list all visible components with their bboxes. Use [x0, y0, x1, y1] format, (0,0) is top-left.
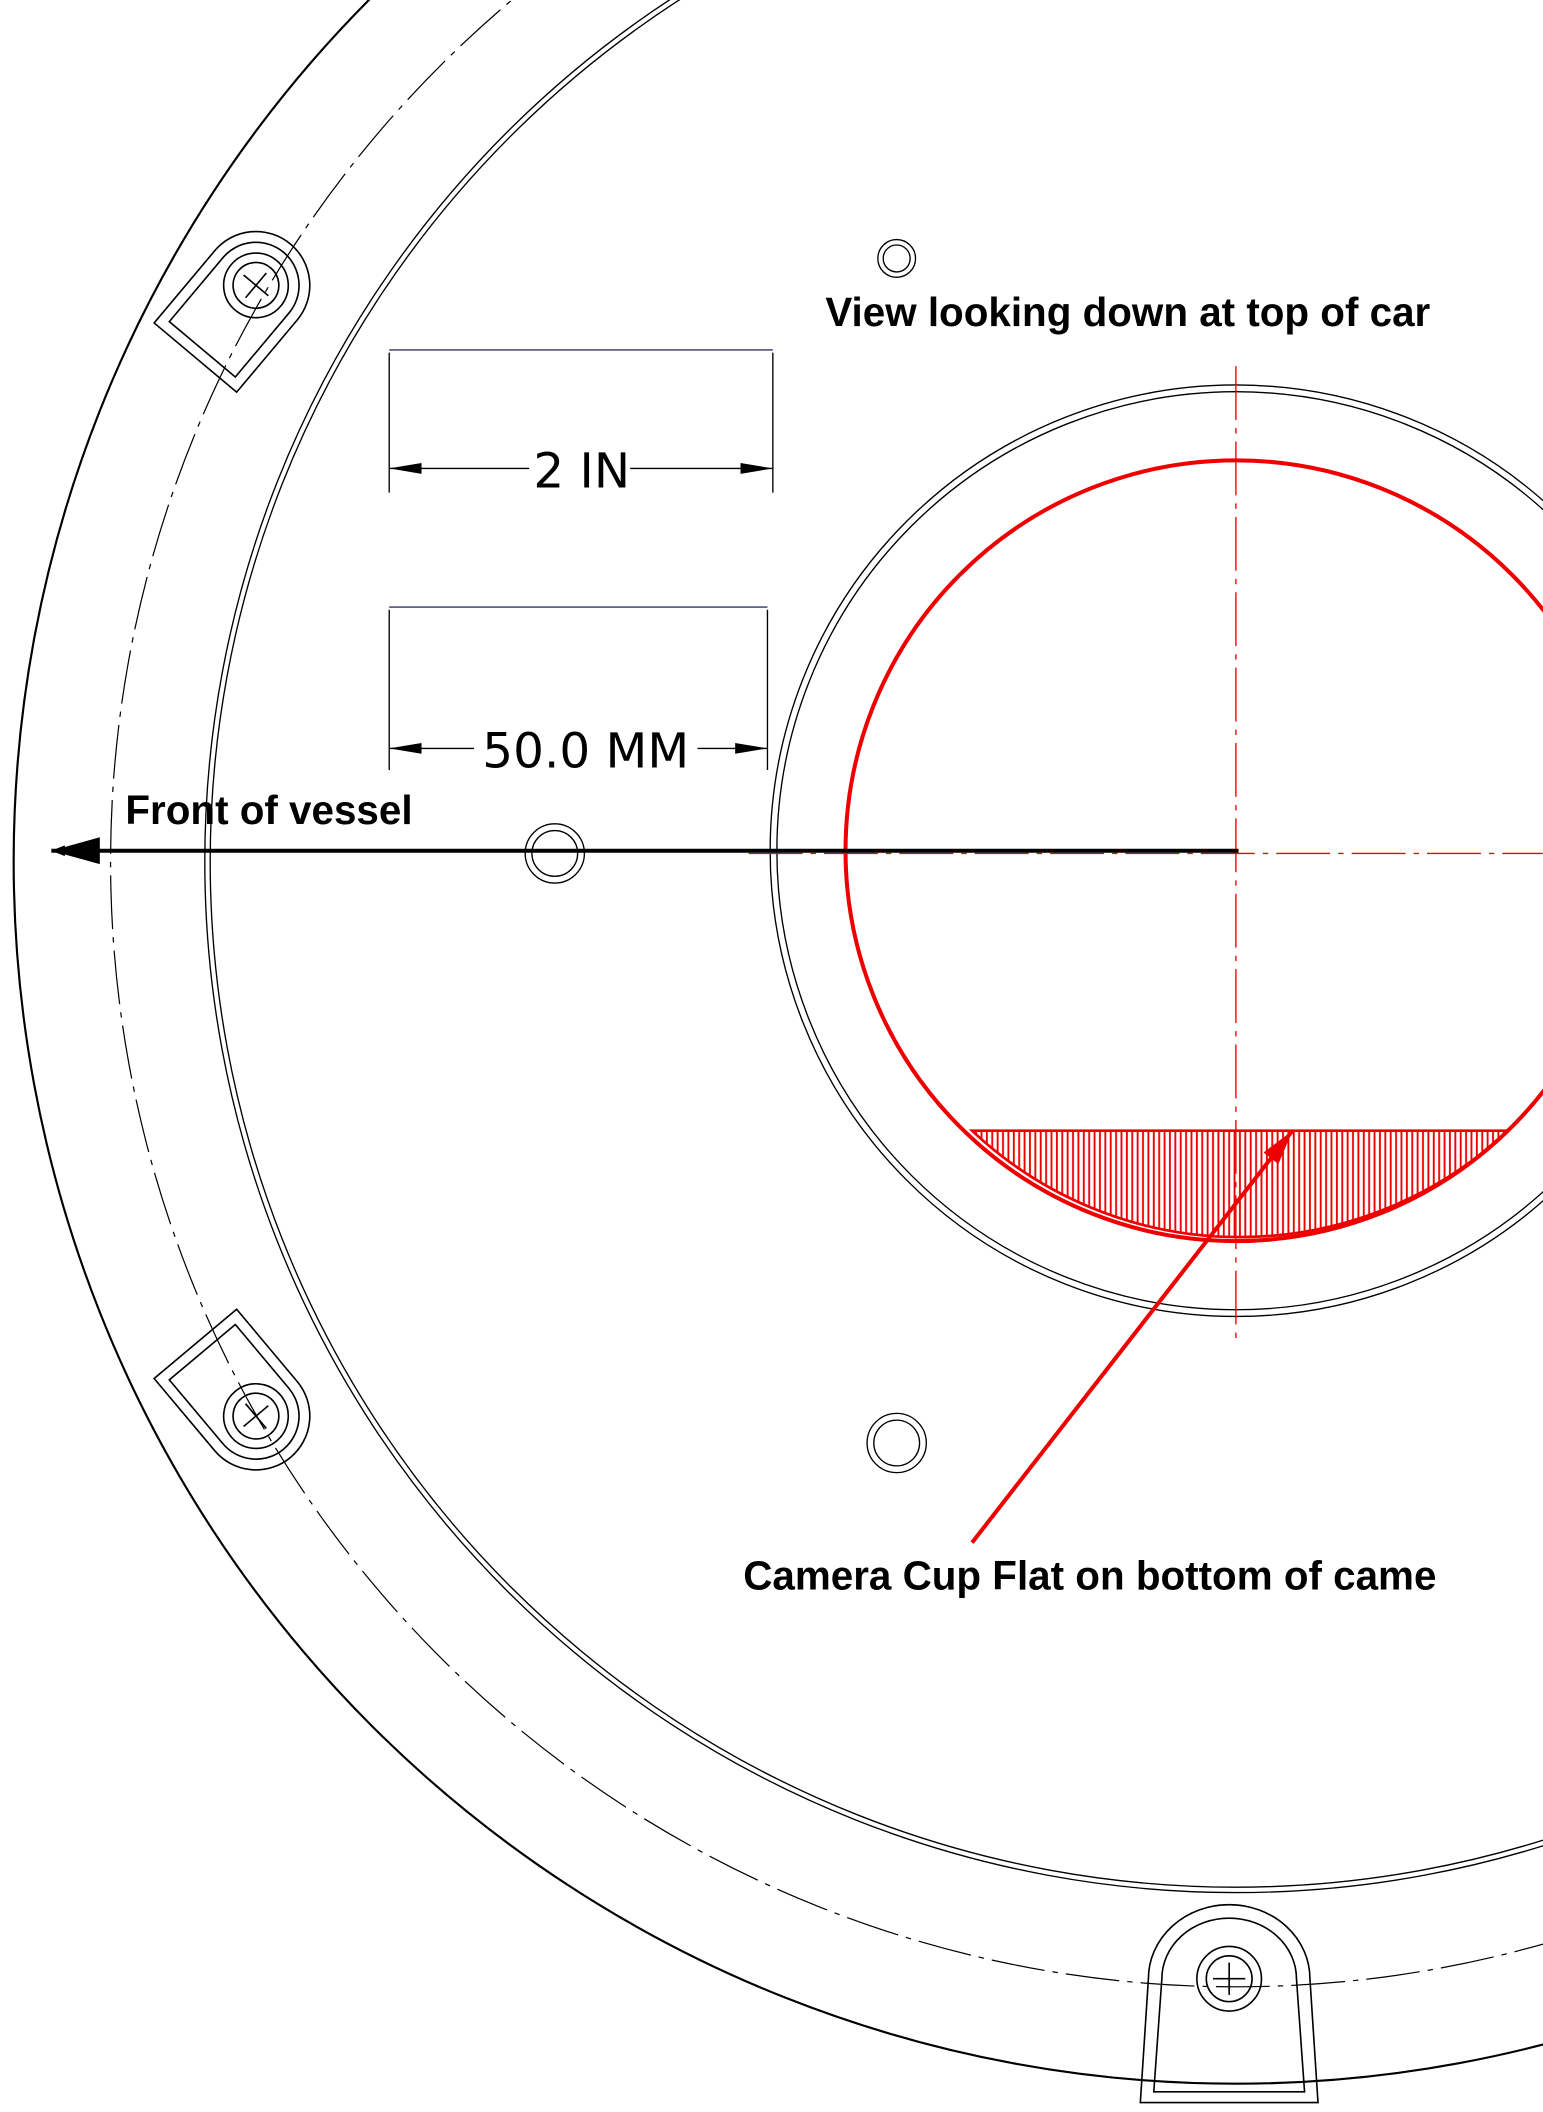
dim-mm: 50.0 MM [482, 723, 689, 779]
front-label: Front of vessel [125, 787, 412, 833]
flat-label: Camera Cup Flat on bottom of came [743, 1553, 1436, 1599]
lens [748, 366, 1543, 1347]
view-label: View looking down at top of car [825, 289, 1430, 335]
flat-arrow [970, 1129, 1295, 1544]
dim-inch: 2 IN [533, 443, 630, 499]
arrow-head [51, 837, 100, 865]
dimensions [388, 349, 774, 770]
mount-tabs [153, 230, 1319, 2104]
